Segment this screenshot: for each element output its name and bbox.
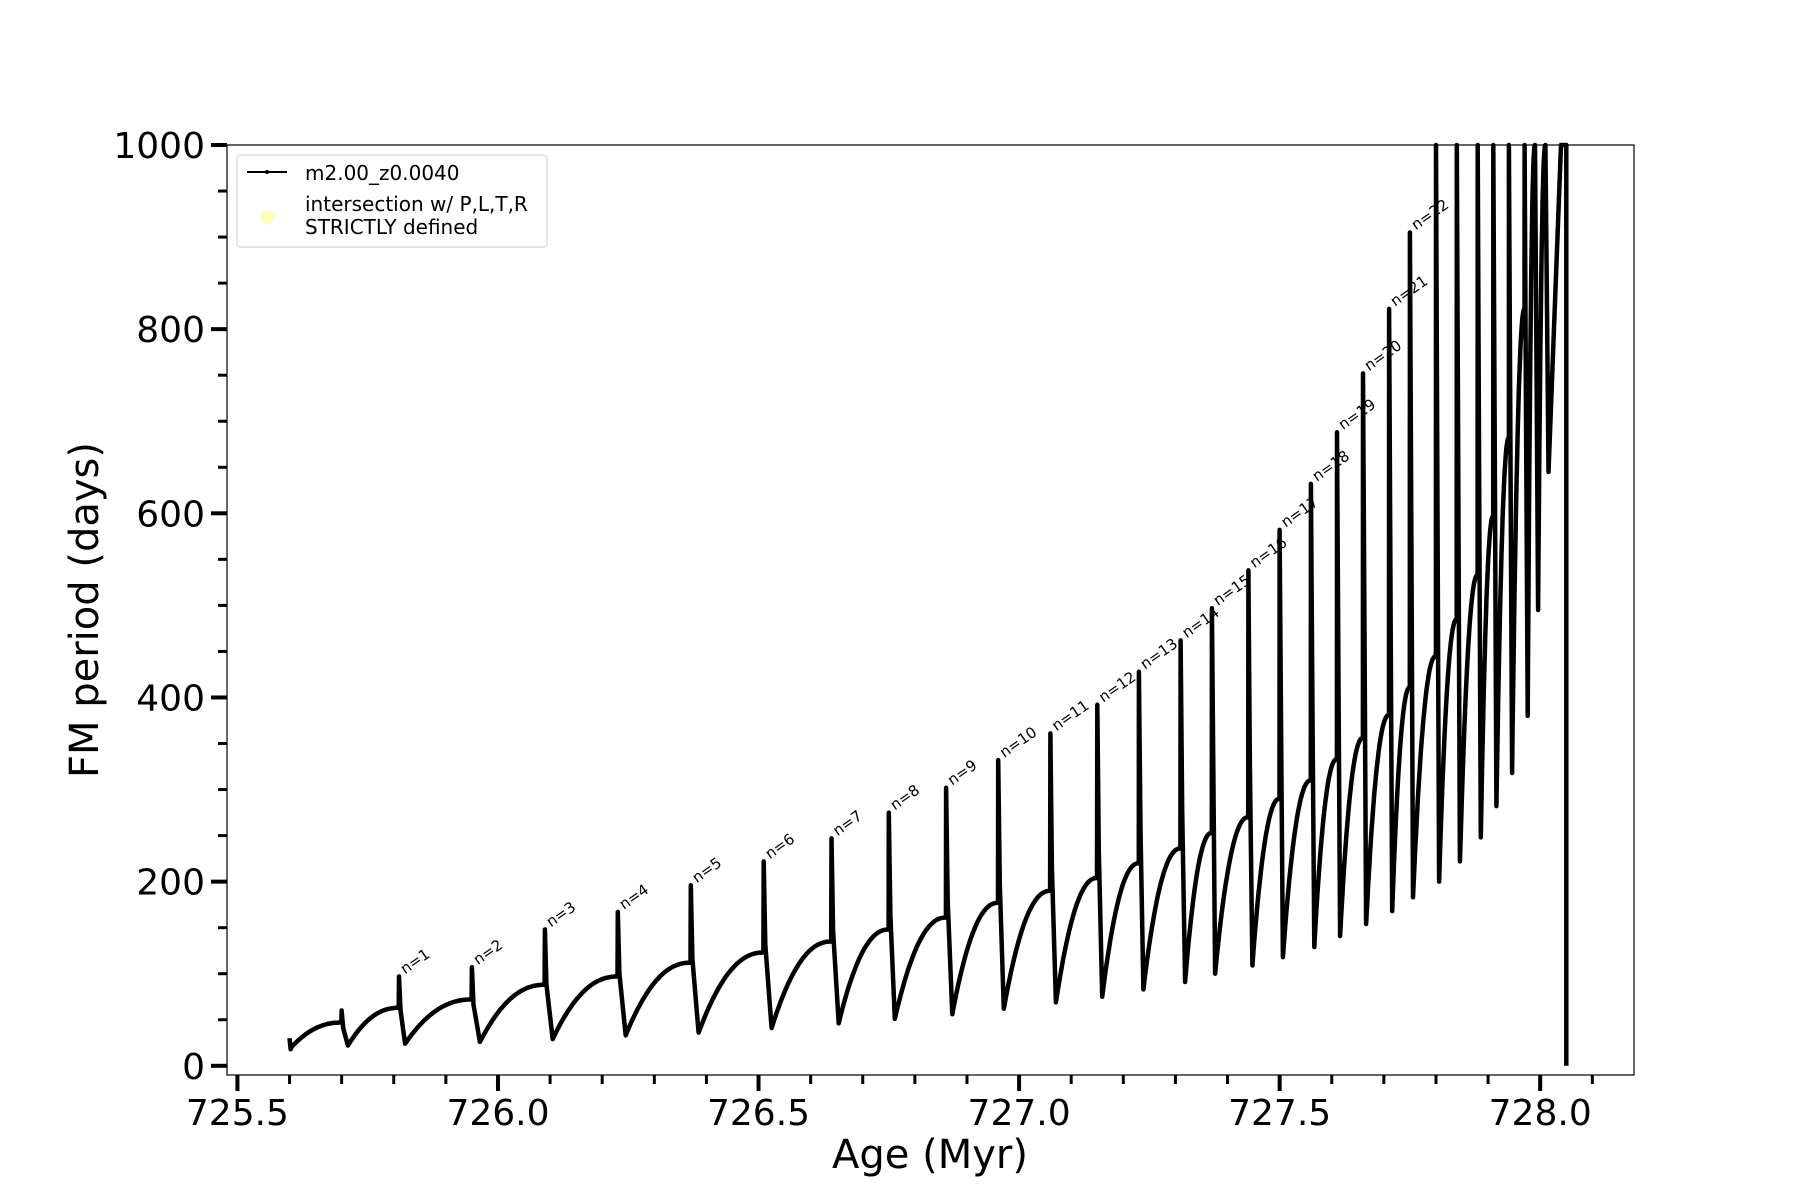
pulse-label: n=6 <box>762 830 798 863</box>
legend-box <box>236 154 548 248</box>
legend-line-marker <box>265 170 269 174</box>
pulse-label: n=11 <box>1048 696 1092 734</box>
y-axis-label: FM period (days) <box>62 442 108 778</box>
pulse-label: n=8 <box>887 781 923 814</box>
x-tick-label: 728.0 <box>1489 1093 1592 1134</box>
legend-dot-marker <box>260 210 274 224</box>
pulse-label: n=17 <box>1278 493 1322 531</box>
legend-label-model: m2.00_z0.0040 <box>305 161 460 185</box>
pulse-label: n=2 <box>470 936 506 969</box>
pulse-label: n=4 <box>616 880 652 913</box>
y-tick-label: 400 <box>136 678 205 719</box>
pulse-label: n=19 <box>1335 395 1379 433</box>
y-tick-label: 0 <box>182 1047 205 1088</box>
x-tick-label: 725.5 <box>186 1093 289 1134</box>
series-line <box>287 142 1569 1066</box>
legend-label-intersection-line2: STRICTLY defined <box>305 215 478 239</box>
x-tick-label: 727.0 <box>968 1093 1071 1134</box>
x-tick-label: 726.5 <box>707 1093 810 1134</box>
pulse-label: n=5 <box>689 854 725 887</box>
axes: 725.5 726.0 726.5 727.0 727.5 728.0 0 200 400 600… <box>113 126 1594 1134</box>
y-tick-label: 600 <box>136 494 205 535</box>
x-tick-label: 727.5 <box>1228 1093 1331 1134</box>
pulse-label: n=14 <box>1179 603 1223 641</box>
y-tick-label: 800 <box>136 310 205 351</box>
pulse-label: n=1 <box>397 945 433 978</box>
x-axis-label: Age (Myr) <box>832 1132 1028 1178</box>
y-tick-label: 1000 <box>113 126 205 167</box>
x-tick-label: 726.0 <box>446 1093 549 1134</box>
pulse-label: n=13 <box>1137 635 1181 673</box>
pulse-label: n=10 <box>996 723 1040 761</box>
pulse-label: n=12 <box>1095 668 1139 706</box>
legend: m2.00_z0.0040 intersection w/ P,L,T,R ST… <box>236 154 548 248</box>
pulse-label: n=7 <box>829 807 865 840</box>
plot-frame <box>226 144 1635 1076</box>
pulse-label: n=9 <box>944 756 980 789</box>
y-tick-label: 200 <box>136 863 205 904</box>
pulse-label: n=18 <box>1309 447 1353 485</box>
legend-label-intersection-line1: intersection w/ P,L,T,R <box>305 192 528 216</box>
plot-content: n=1 n=2n=3n=4n=5n=6n=7n=8n=9n=10n=11n=12n… <box>287 142 1569 1066</box>
pulse-label: n=3 <box>543 898 579 931</box>
pulse-label: n=22 <box>1408 195 1452 233</box>
pulse-label: n=16 <box>1246 533 1290 571</box>
pulse-label: n=20 <box>1361 336 1405 374</box>
